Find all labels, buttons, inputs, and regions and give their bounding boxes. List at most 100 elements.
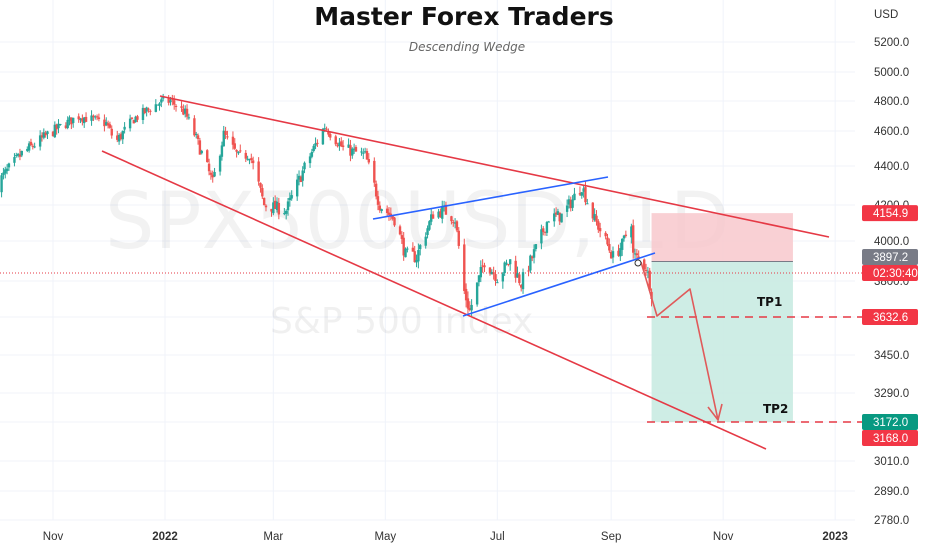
wedge-low-price-tag: 3168.0 bbox=[873, 433, 908, 445]
candle-body-95 bbox=[239, 150, 242, 152]
candle-body-251 bbox=[643, 259, 646, 270]
candle-body-37 bbox=[92, 115, 95, 118]
candle-body-160 bbox=[406, 248, 409, 250]
candle-body-66 bbox=[167, 97, 170, 103]
entry-point bbox=[634, 259, 642, 267]
candle-body-220 bbox=[560, 213, 563, 223]
candle-body-120 bbox=[303, 162, 306, 170]
candle-body-50 bbox=[123, 126, 126, 130]
candle-body-209 bbox=[532, 249, 536, 258]
candle-body-2 bbox=[2, 172, 5, 176]
candle-body-186 bbox=[475, 282, 479, 305]
candle-body-254 bbox=[648, 270, 651, 291]
candle-body-204 bbox=[519, 285, 523, 288]
candle-body-33 bbox=[81, 118, 84, 122]
candle-body-211 bbox=[540, 229, 543, 244]
candle-body-181 bbox=[463, 244, 466, 291]
candle-body-136 bbox=[347, 144, 350, 148]
price-axis[interactable]: USD 5200.05000.04800.04600.04400.04200.0… bbox=[874, 9, 909, 527]
candle-body-179 bbox=[455, 221, 459, 231]
y-tick-label-9: 3450.0 bbox=[874, 350, 909, 362]
candle-body-190 bbox=[483, 265, 486, 268]
candle-body-113 bbox=[286, 201, 290, 211]
candle-body-18 bbox=[42, 132, 46, 138]
candle-body-108 bbox=[273, 200, 277, 209]
candle-body-235 bbox=[598, 228, 602, 232]
time-axis[interactable]: Nov 2022 Mar May Jul Sep Nov 2023 bbox=[43, 531, 848, 543]
candle-body-64 bbox=[160, 99, 163, 103]
candle-body-24 bbox=[57, 123, 60, 129]
candle-body-62 bbox=[156, 104, 159, 106]
candle-body-34 bbox=[83, 117, 86, 124]
y-tick-label-6: 4000.0 bbox=[874, 236, 909, 248]
candle-body-46 bbox=[116, 135, 119, 140]
candle-body-125 bbox=[316, 142, 319, 144]
candle-body-176 bbox=[450, 216, 453, 222]
candle-body-241 bbox=[617, 250, 620, 256]
candle-body-159 bbox=[404, 248, 407, 258]
candle-body-26 bbox=[64, 125, 68, 128]
candle-body-201 bbox=[514, 260, 517, 278]
candle-body-118 bbox=[299, 176, 303, 182]
countdown-tag-bg bbox=[862, 265, 918, 281]
candle-body-99 bbox=[250, 158, 253, 161]
candle-body-227 bbox=[580, 192, 583, 196]
candle-body-45 bbox=[110, 128, 113, 136]
candle-body-25 bbox=[59, 123, 62, 125]
stop-price-tag-bg bbox=[862, 205, 918, 222]
candle-body-60 bbox=[149, 110, 152, 112]
candle-body-173 bbox=[441, 206, 444, 219]
candle-body-57 bbox=[143, 108, 147, 114]
y-tick-label-2: 4800.0 bbox=[874, 96, 909, 108]
candle-body-196 bbox=[501, 273, 505, 282]
chart-subtitle: Descending Wedge bbox=[409, 40, 525, 54]
candle-body-51 bbox=[128, 118, 132, 129]
candle-body-78 bbox=[196, 135, 200, 140]
candle-body-122 bbox=[310, 151, 314, 157]
candle-body-236 bbox=[604, 232, 607, 237]
position-zones bbox=[0, 213, 862, 422]
candle-body-42 bbox=[105, 122, 108, 126]
candle-body-39 bbox=[95, 116, 99, 118]
candle-body-252 bbox=[644, 269, 648, 271]
candle-body-121 bbox=[308, 156, 312, 164]
candle-body-210 bbox=[534, 244, 538, 250]
candle-body-184 bbox=[468, 307, 471, 311]
candle-body-14 bbox=[31, 145, 35, 147]
candle-body-127 bbox=[323, 128, 326, 130]
watermark-name: S&P 500 Index bbox=[270, 301, 533, 342]
candle-body-233 bbox=[595, 215, 598, 222]
candle-body-165 bbox=[419, 245, 422, 250]
candle-body-63 bbox=[158, 103, 161, 106]
y-tick-label-10: 3290.0 bbox=[874, 388, 909, 400]
candle-body-202 bbox=[516, 273, 519, 278]
candle-body-100 bbox=[251, 160, 255, 164]
x-tick-label-7: 2023 bbox=[822, 531, 848, 543]
candle-body-76 bbox=[193, 118, 196, 136]
candle-body-48 bbox=[119, 134, 123, 140]
x-tick-label-5: Sep bbox=[601, 531, 621, 543]
candle-body-86 bbox=[218, 155, 222, 172]
chart-title: Master Forex Traders bbox=[314, 2, 614, 31]
candle-body-162 bbox=[413, 251, 416, 263]
candle-body-205 bbox=[521, 272, 525, 290]
candle-body-182 bbox=[464, 288, 468, 301]
candle-body-32 bbox=[79, 118, 82, 121]
candle-body-214 bbox=[545, 222, 549, 233]
candle-body-215 bbox=[547, 221, 550, 223]
candle-body-106 bbox=[270, 208, 273, 212]
candle-body-111 bbox=[283, 213, 286, 215]
candle-body-149 bbox=[378, 205, 382, 211]
candle-body-23 bbox=[55, 124, 58, 130]
candle-body-191 bbox=[488, 267, 492, 274]
wedge-lower-line bbox=[101, 150, 767, 450]
candle-body-213 bbox=[543, 231, 547, 233]
candle-body-143 bbox=[363, 151, 367, 153]
candle-body-98 bbox=[248, 159, 251, 161]
candle-body-70 bbox=[174, 105, 178, 107]
candle-body-237 bbox=[606, 237, 609, 245]
candle-body-59 bbox=[147, 108, 150, 110]
candle-body-110 bbox=[277, 202, 281, 215]
candle-body-4 bbox=[5, 168, 9, 172]
